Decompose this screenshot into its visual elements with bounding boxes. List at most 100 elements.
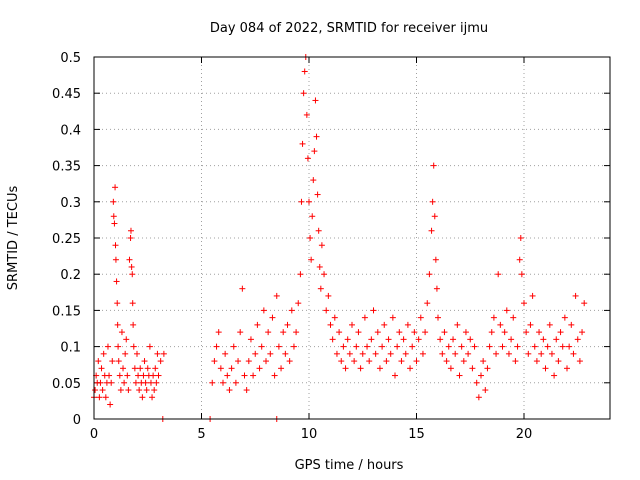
- data-point: [131, 365, 138, 372]
- data-point: [385, 336, 392, 343]
- data-point: [215, 329, 222, 336]
- data-point: [318, 242, 325, 249]
- data-point: [123, 336, 130, 343]
- data-point: [538, 350, 545, 357]
- data-point: [151, 387, 158, 394]
- data-point: [327, 321, 334, 328]
- x-tick-label: 15: [408, 427, 425, 442]
- data-point: [564, 365, 570, 372]
- data-point: [143, 387, 150, 394]
- y-tick-label: 0.35: [52, 160, 81, 175]
- data-point: [417, 314, 424, 321]
- data-point: [437, 336, 444, 343]
- data-point: [379, 343, 386, 350]
- data-point: [514, 343, 521, 350]
- data-point: [293, 329, 300, 336]
- data-point: [381, 321, 388, 328]
- data-point: [490, 314, 497, 321]
- x-tick-labels: 0 5 10 15 20: [90, 427, 532, 442]
- data-point: [383, 358, 390, 365]
- data-point: [443, 358, 450, 365]
- data-point: [540, 336, 547, 343]
- data-point: [525, 350, 532, 357]
- data-point: [450, 336, 457, 343]
- data-point: [95, 358, 102, 365]
- data-point: [220, 379, 226, 386]
- data-point: [404, 321, 411, 328]
- data-point: [561, 314, 568, 321]
- data-point: [576, 358, 583, 365]
- data-point: [309, 213, 316, 220]
- data-point: [523, 329, 530, 336]
- data-point: [155, 372, 162, 379]
- data-point: [280, 329, 287, 336]
- data-point: [566, 343, 573, 350]
- data-point: [473, 379, 480, 386]
- data-point: [529, 292, 536, 299]
- data-point: [110, 213, 117, 220]
- y-tick-label: 0.15: [52, 304, 81, 319]
- data-point: [355, 329, 362, 336]
- y-axis-label: SRMTID / TECUs: [6, 186, 21, 291]
- data-point: [278, 365, 285, 372]
- data-point: [499, 343, 506, 350]
- data-point: [282, 350, 289, 357]
- data-point: [237, 329, 244, 336]
- data-point: [157, 358, 164, 365]
- data-point: [109, 358, 116, 365]
- data-point: [288, 307, 295, 314]
- data-point: [139, 394, 146, 401]
- data-point: [222, 350, 229, 357]
- data-point: [445, 343, 452, 350]
- data-point: [546, 321, 553, 328]
- data-point: [447, 365, 454, 372]
- data-point: [117, 387, 124, 394]
- data-point: [247, 336, 254, 343]
- data-point: [351, 358, 358, 365]
- y-tick-label: 0.25: [52, 232, 81, 247]
- data-point: [224, 372, 231, 379]
- x-tick-label: 5: [197, 427, 205, 442]
- data-point: [121, 379, 128, 386]
- data-point: [154, 350, 161, 357]
- data-point: [581, 300, 588, 307]
- data-point: [398, 358, 405, 365]
- data-point: [486, 343, 493, 350]
- data-point: [533, 358, 540, 365]
- data-point: [488, 329, 495, 336]
- data-point: [325, 292, 332, 299]
- data-point: [299, 140, 306, 147]
- data-point: [555, 358, 562, 365]
- data-point: [313, 133, 320, 140]
- data-point: [146, 343, 153, 350]
- data-point: [300, 90, 307, 97]
- data-point: [478, 372, 484, 379]
- data-point: [149, 394, 156, 401]
- data-point: [144, 365, 151, 372]
- data-point: [304, 155, 311, 162]
- data-point: [301, 68, 308, 75]
- data-point: [232, 379, 239, 386]
- data-point: [153, 379, 160, 386]
- data-point: [424, 300, 431, 307]
- data-point: [413, 358, 420, 365]
- data-point: [411, 329, 418, 336]
- data-point: [553, 336, 560, 343]
- x-tick-label: 20: [516, 427, 533, 442]
- data-point: [366, 358, 373, 365]
- data-point: [426, 271, 433, 278]
- data-point: [150, 372, 157, 379]
- data-point: [321, 271, 328, 278]
- data-point: [370, 307, 377, 314]
- data-point: [495, 271, 502, 278]
- data-point: [134, 350, 140, 357]
- data-point: [349, 321, 355, 328]
- data-point: [114, 321, 121, 328]
- data-point: [298, 198, 305, 205]
- data-point: [254, 321, 261, 328]
- data-point: [527, 321, 534, 328]
- y-tick-label: 0.1: [60, 341, 81, 356]
- data-point: [396, 329, 403, 336]
- data-point: [521, 300, 527, 307]
- data-point: [364, 343, 371, 350]
